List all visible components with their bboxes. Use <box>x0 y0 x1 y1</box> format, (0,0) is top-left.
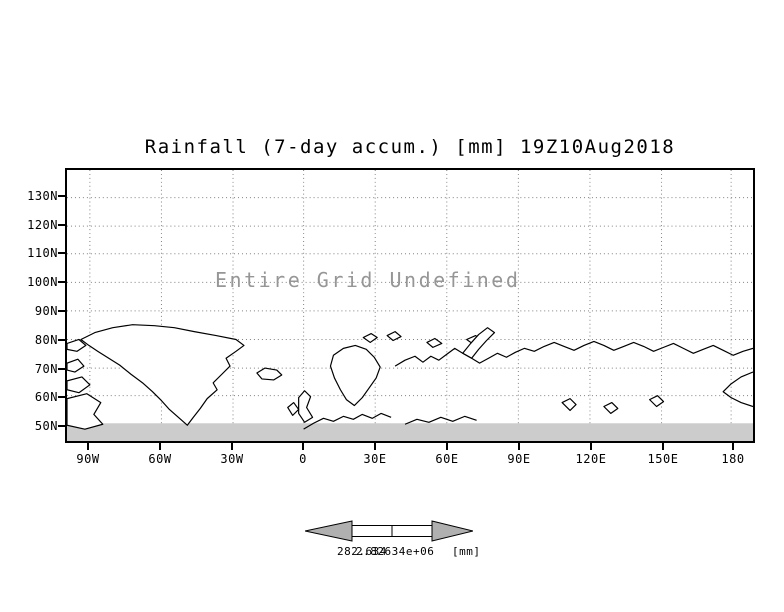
colorbar-cell <box>351 525 393 537</box>
x-axis-tick-label: 90E <box>507 452 531 466</box>
y-tick-mark <box>58 396 65 398</box>
y-axis-tick-label: 120N <box>27 218 58 232</box>
x-axis-tick-label: 120E <box>575 452 607 466</box>
x-axis-tick-label: 0 <box>299 452 307 466</box>
y-tick-mark <box>58 339 65 341</box>
x-tick-mark <box>159 443 161 450</box>
x-axis-tick-label: 30W <box>220 452 244 466</box>
x-tick-mark <box>87 443 89 450</box>
shade-band <box>67 423 753 441</box>
x-tick-mark <box>231 443 233 450</box>
y-axis-tick-label: 70N <box>34 362 58 376</box>
colorbar-tick-label: 2.82634e+06 <box>356 545 435 558</box>
y-tick-mark <box>58 224 65 226</box>
x-axis-tick-label: 150E <box>647 452 679 466</box>
map-svg <box>67 170 753 441</box>
colorbar-tick-label: 282.634 <box>337 545 387 558</box>
chart-title: Rainfall (7-day accum.) [mm] 19Z10Aug201… <box>144 136 676 158</box>
coastlines <box>67 324 753 430</box>
x-axis-tick-label: 60E <box>435 452 459 466</box>
y-axis-tick-label: 80N <box>34 333 58 347</box>
y-axis-tick-label: 60N <box>34 390 58 404</box>
x-tick-mark <box>662 443 664 450</box>
x-tick-mark <box>518 443 520 450</box>
colorbar-left-arrow <box>305 520 353 542</box>
y-axis-tick-label: 130N <box>27 189 58 203</box>
plot-area <box>65 168 755 443</box>
x-axis-tick-label: 30E <box>363 452 387 466</box>
colorbar-right-arrow <box>431 520 473 542</box>
x-axis-tick-label: 60W <box>148 452 172 466</box>
colorbar <box>305 520 473 542</box>
x-tick-mark <box>446 443 448 450</box>
x-axis-tick-label: 180 <box>721 452 745 466</box>
x-tick-mark <box>302 443 304 450</box>
y-tick-mark <box>58 310 65 312</box>
y-axis-tick-label: 90N <box>34 304 58 318</box>
y-tick-mark <box>58 252 65 254</box>
x-axis-tick-label: 90W <box>76 452 100 466</box>
y-tick-mark <box>58 368 65 370</box>
y-tick-mark <box>58 425 65 427</box>
y-tick-mark <box>58 195 65 197</box>
x-tick-mark <box>374 443 376 450</box>
y-tick-mark <box>58 281 65 283</box>
colorbar-cell <box>391 525 433 537</box>
x-tick-mark <box>590 443 592 450</box>
y-axis-tick-label: 100N <box>27 275 58 289</box>
x-tick-mark <box>732 443 734 450</box>
undefined-grid-annotation: Entire Grid Undefined <box>215 268 521 292</box>
y-axis-tick-label: 50N <box>34 419 58 433</box>
colorbar-units-label: [mm] <box>452 545 481 558</box>
y-axis-tick-label: 110N <box>27 246 58 260</box>
